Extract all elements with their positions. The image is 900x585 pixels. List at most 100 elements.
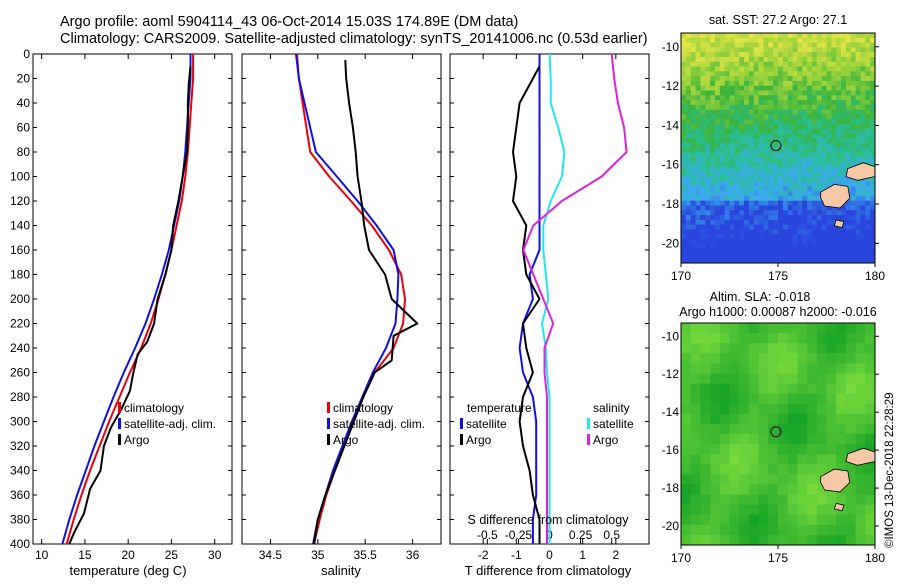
- sla-cell: [748, 363, 759, 374]
- sst-cell: [734, 37, 740, 43]
- sst-cell: [792, 248, 798, 254]
- sst-cell: [855, 95, 861, 101]
- sst-cell: [714, 195, 721, 202]
- sst-cell: [831, 37, 837, 43]
- sst-cell: [778, 52, 784, 58]
- sst-cell: [744, 85, 750, 91]
- sst-cell: [845, 219, 852, 226]
- sst-cell: [826, 109, 832, 115]
- sst-cell: [826, 210, 832, 216]
- latitude-tick-label: -18: [662, 481, 680, 495]
- sst-cell: [753, 239, 759, 245]
- sst-cell: [797, 95, 803, 101]
- sst-cell: [700, 224, 706, 230]
- sla-cell: [865, 383, 875, 395]
- sst-cell: [865, 66, 871, 72]
- sst-cell: [870, 224, 875, 230]
- sst-cell: [870, 248, 875, 254]
- sst-cell: [710, 61, 716, 67]
- sst-cell: [831, 100, 837, 106]
- sst-cell: [685, 71, 692, 77]
- sst-cell: [782, 52, 789, 58]
- sst-cell: [748, 243, 755, 250]
- sst-cell: [695, 133, 701, 139]
- sst-cell: [855, 248, 861, 254]
- sst-cell: [695, 152, 701, 158]
- sst-cell: [744, 104, 750, 111]
- sst-cell: [807, 186, 813, 192]
- sst-cell: [690, 152, 696, 158]
- sst-cell: [865, 80, 871, 87]
- sst-cell: [816, 258, 823, 263]
- sst-cell: [850, 162, 856, 168]
- sst-cell: [705, 33, 711, 39]
- sst-cell: [845, 61, 852, 67]
- sst-cell: [826, 104, 832, 111]
- sst-cell: [860, 258, 866, 263]
- sst-cell: [816, 167, 823, 173]
- sst-cell: [778, 90, 784, 96]
- sst-cell: [821, 100, 827, 106]
- sst-cell: [710, 80, 716, 87]
- sst-cell: [865, 56, 871, 63]
- sst-cell: [729, 191, 735, 197]
- sst-cell: [802, 47, 808, 53]
- sla-cell: [865, 524, 875, 536]
- sst-cell: [773, 215, 779, 221]
- sst-cell: [845, 109, 852, 115]
- sst-cell: [739, 229, 745, 235]
- sla-cell: [807, 444, 818, 455]
- sla-cell: [710, 494, 721, 506]
- sla-cell: [768, 524, 779, 536]
- sla-cell: [855, 363, 866, 374]
- sst-cell: [845, 200, 852, 206]
- sst-cell: [724, 167, 730, 173]
- sla-cell: [739, 383, 750, 395]
- sst-cell: [807, 128, 813, 135]
- sla-cell: [816, 373, 827, 384]
- sst-cell: [845, 42, 852, 48]
- sst-cell: [734, 143, 740, 149]
- sst-cell: [724, 124, 730, 130]
- sst-cell: [700, 71, 706, 77]
- sst-cell: [739, 85, 745, 91]
- sst-cell: [807, 33, 813, 39]
- sst-cell: [797, 186, 803, 192]
- sla-cell: [719, 333, 730, 344]
- sst-cell: [773, 152, 779, 158]
- sst-cell: [841, 104, 847, 111]
- sla-cell: [681, 454, 692, 465]
- sst-cell: [773, 239, 779, 245]
- depth-tick-label: 320: [10, 439, 30, 453]
- sst-cell: [753, 171, 759, 178]
- sst-cell: [758, 239, 764, 245]
- sst-cell: [802, 148, 808, 154]
- sla-cell: [778, 444, 789, 455]
- sla-cell: [778, 434, 789, 445]
- sst-cell: [870, 124, 875, 130]
- sst-cell: [753, 191, 759, 197]
- sst-cell: [778, 229, 784, 235]
- sst-cell: [753, 114, 759, 120]
- sla-cell: [729, 343, 740, 354]
- sla-cell: [855, 464, 866, 475]
- sst-cell: [758, 104, 764, 111]
- sla-cell: [690, 413, 701, 425]
- sst-cell: [778, 215, 784, 221]
- sst-cell: [748, 195, 755, 202]
- sla-cell: [865, 504, 875, 516]
- sst-cell: [739, 195, 745, 202]
- sla-cell: [729, 464, 740, 475]
- sst-cell: [782, 61, 789, 67]
- sla-cell: [748, 524, 759, 536]
- sst-cell: [797, 47, 803, 53]
- sla-cell: [816, 423, 827, 435]
- sst-cell: [855, 200, 861, 206]
- sst-cell: [681, 224, 687, 230]
- sst-cell: [778, 104, 784, 111]
- sst-cell: [763, 258, 769, 263]
- sla-cell: [778, 323, 789, 334]
- sla-cell: [748, 504, 759, 516]
- sst-cell: [690, 85, 696, 91]
- series-line-argo: [68, 66, 192, 544]
